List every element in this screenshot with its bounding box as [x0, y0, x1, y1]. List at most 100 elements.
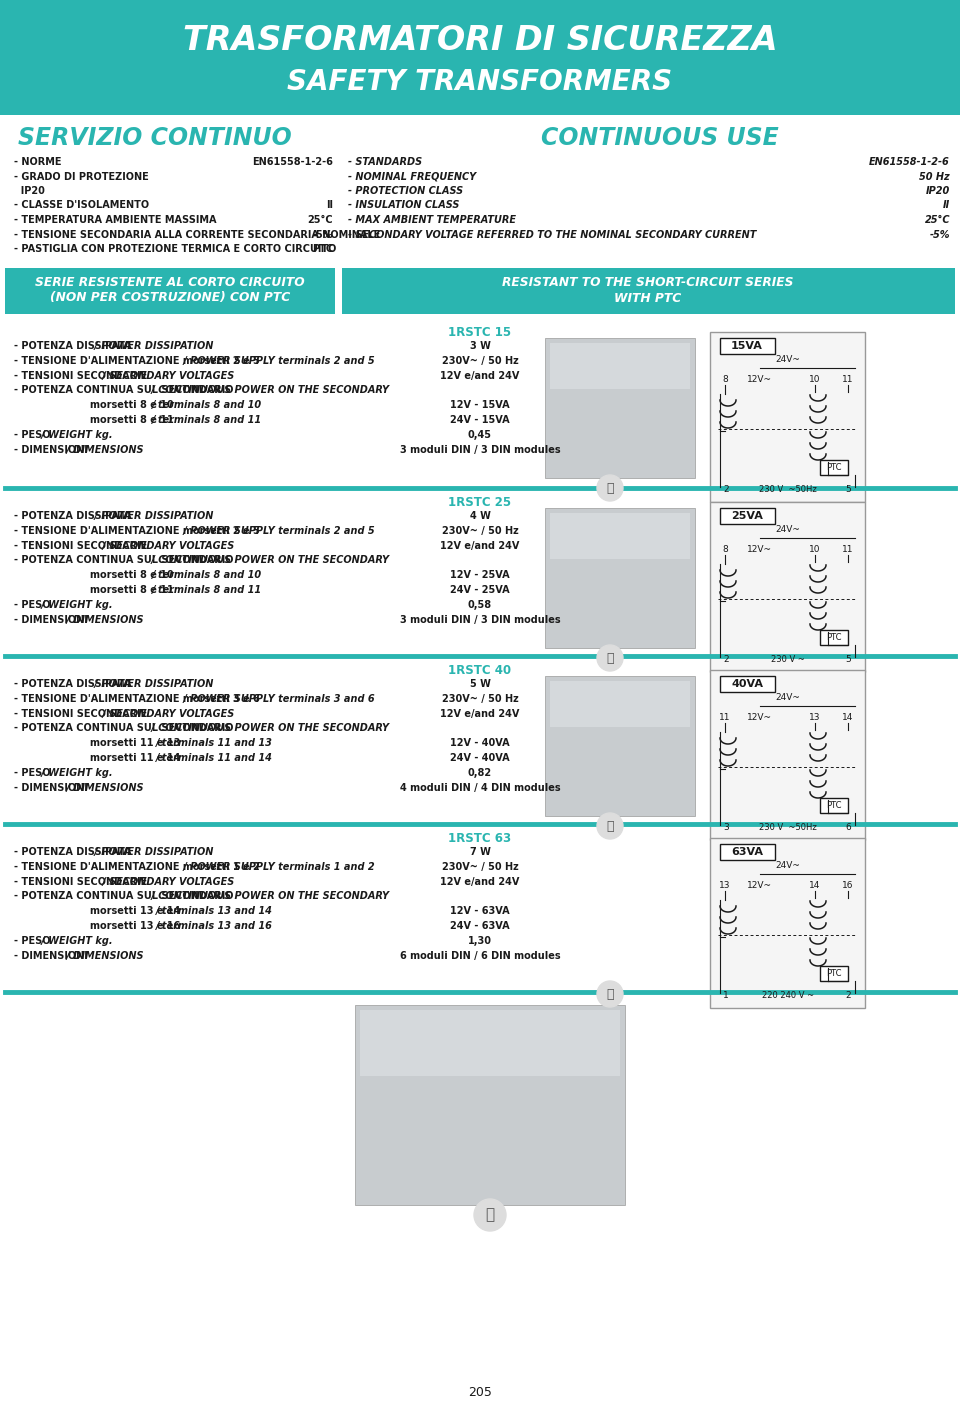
Text: 0,58: 0,58 [468, 600, 492, 610]
Text: SERIE RESISTENTE AL CORTO CIRCUITO: SERIE RESISTENTE AL CORTO CIRCUITO [36, 276, 305, 289]
Text: 14: 14 [809, 882, 821, 890]
Text: II: II [326, 200, 333, 210]
Bar [545, 509, 695, 648]
Bar [360, 1010, 620, 1076]
Text: 24V - 15VA: 24V - 15VA [450, 416, 510, 426]
Text: - TENSIONI SECONDARIE: - TENSIONI SECONDARIE [14, 709, 147, 719]
Bar [720, 844, 775, 859]
Bar [820, 459, 848, 475]
Text: 205: 205 [468, 1386, 492, 1399]
Text: 5: 5 [845, 655, 851, 665]
Text: - TENSIONE D'ALIMENTAZIONE morsetti 3 e 6: - TENSIONE D'ALIMENTAZIONE morsetti 3 e … [14, 693, 260, 704]
Text: 24V - 25VA: 24V - 25VA [450, 585, 510, 595]
Text: - DIMENSIONI: - DIMENSIONI [14, 445, 87, 455]
Text: EN61558-1-2-6: EN61558-1-2-6 [869, 156, 950, 168]
Text: SERVIZIO CONTINUO: SERVIZIO CONTINUO [18, 125, 292, 149]
Bar [720, 509, 775, 524]
Text: / CONTINUOUS POWER ON THE SECONDARY: / CONTINUOUS POWER ON THE SECONDARY [148, 892, 389, 902]
Text: 3: 3 [723, 823, 729, 833]
Bar [545, 338, 695, 478]
Text: 63VA: 63VA [731, 847, 763, 857]
Text: 12V~: 12V~ [747, 882, 772, 890]
Text: 24V~: 24V~ [776, 355, 801, 365]
Text: PTC: PTC [312, 244, 333, 254]
Text: / POWER DISSIPATION: / POWER DISSIPATION [91, 847, 213, 857]
Bar [710, 333, 865, 502]
Text: / POWER SUPPLY terminals 3 and 6: / POWER SUPPLY terminals 3 and 6 [180, 693, 374, 704]
Circle shape [474, 1199, 506, 1231]
Text: 12V - 15VA: 12V - 15VA [450, 400, 510, 410]
Text: EN61558-1-2-6: EN61558-1-2-6 [252, 156, 333, 168]
Bar [720, 676, 775, 692]
Text: 14: 14 [842, 713, 853, 723]
Text: IP20: IP20 [14, 186, 45, 196]
Text: - TENSIONE D'ALIMENTAZIONE morsetti 1 e 2: - TENSIONE D'ALIMENTAZIONE morsetti 1 e … [14, 862, 260, 872]
Text: 40VA: 40VA [731, 679, 763, 689]
Text: / WEIGHT kg.: / WEIGHT kg. [38, 936, 113, 945]
Text: morsetti 11 e 14: morsetti 11 e 14 [90, 752, 180, 764]
Text: / POWER SUPPLY terminals 2 and 5: / POWER SUPPLY terminals 2 and 5 [180, 356, 374, 366]
Text: - STANDARDS: - STANDARDS [348, 156, 422, 168]
Text: - PESO: - PESO [14, 936, 51, 945]
Text: / POWER SUPPLY terminals 2 and 5: / POWER SUPPLY terminals 2 and 5 [180, 526, 374, 535]
Text: 12V~: 12V~ [747, 376, 772, 385]
Text: PTC: PTC [827, 462, 842, 472]
Text: PTC: PTC [827, 633, 842, 641]
Text: - NORME: - NORME [14, 156, 61, 168]
Bar [550, 681, 690, 727]
Text: 5 W: 5 W [469, 679, 491, 689]
Text: - POTENZA DISSIPATA: - POTENZA DISSIPATA [14, 511, 132, 521]
Text: 1RSTC 15: 1RSTC 15 [448, 327, 512, 340]
Bar [710, 502, 865, 672]
Text: - POTENZA CONTINUA SUL SECONDARIO: - POTENZA CONTINUA SUL SECONDARIO [14, 555, 233, 565]
Text: 8: 8 [722, 545, 728, 555]
Text: 12V e/and 24V: 12V e/and 24V [441, 541, 519, 551]
Text: / SECONDARY VOLTAGES: / SECONDARY VOLTAGES [99, 709, 234, 719]
Text: 7 W: 7 W [469, 847, 491, 857]
Bar [342, 268, 955, 314]
Text: morsetti 8 e 11: morsetti 8 e 11 [90, 416, 174, 426]
Text: 0,82: 0,82 [468, 768, 492, 778]
Text: / terminals 8 and 10: / terminals 8 and 10 [152, 571, 262, 581]
Text: 11: 11 [719, 713, 731, 723]
Text: Ⓞ: Ⓞ [607, 482, 613, 495]
Text: / DIMENSIONS: / DIMENSIONS [62, 782, 143, 793]
Bar [720, 338, 775, 354]
Text: 24V~: 24V~ [776, 861, 801, 871]
Text: / SECONDARY VOLTAGES: / SECONDARY VOLTAGES [99, 371, 234, 380]
Text: 12V - 63VA: 12V - 63VA [450, 906, 510, 916]
Circle shape [597, 813, 623, 838]
Text: WITH PTC: WITH PTC [614, 292, 682, 304]
Text: - PESO: - PESO [14, 768, 51, 778]
Text: 10: 10 [809, 376, 821, 385]
Text: 1: 1 [723, 992, 729, 1000]
Text: - PROTECTION CLASS: - PROTECTION CLASS [348, 186, 463, 196]
Text: / WEIGHT kg.: / WEIGHT kg. [38, 768, 113, 778]
Text: 11: 11 [842, 545, 853, 555]
Text: 3 moduli DIN / 3 DIN modules: 3 moduli DIN / 3 DIN modules [399, 445, 561, 455]
Text: Ⓞ: Ⓞ [607, 988, 613, 1000]
Text: 0,45: 0,45 [468, 430, 492, 440]
Text: 4 moduli DIN / 4 DIN modules: 4 moduli DIN / 4 DIN modules [399, 782, 561, 793]
Text: Ⓞ: Ⓞ [607, 820, 613, 833]
Text: PTC: PTC [827, 968, 842, 978]
Text: / terminals 8 and 11: / terminals 8 and 11 [152, 416, 262, 426]
Text: 230V~ / 50 Hz: 230V~ / 50 Hz [442, 356, 518, 366]
Text: 25°C: 25°C [307, 216, 333, 225]
Text: / terminals 13 and 14: / terminals 13 and 14 [156, 906, 273, 916]
Text: 10: 10 [809, 545, 821, 555]
Text: / DIMENSIONS: / DIMENSIONS [62, 614, 143, 624]
Text: / CONTINUOUS POWER ON THE SECONDARY: / CONTINUOUS POWER ON THE SECONDARY [148, 555, 389, 565]
Text: Ⓞ: Ⓞ [486, 1208, 494, 1223]
Text: 25°C: 25°C [924, 216, 950, 225]
Text: - DIMENSIONI: - DIMENSIONI [14, 614, 87, 624]
Text: / POWER SUPPLY terminals 1 and 2: / POWER SUPPLY terminals 1 and 2 [180, 862, 374, 872]
Text: 12V~: 12V~ [747, 545, 772, 555]
Bar [550, 513, 690, 559]
Text: -5%: -5% [929, 230, 950, 240]
Text: - POTENZA DISSIPATA: - POTENZA DISSIPATA [14, 341, 132, 351]
Text: morsetti 8 e 10: morsetti 8 e 10 [90, 571, 174, 581]
Text: 24V - 40VA: 24V - 40VA [450, 752, 510, 764]
Text: 1RSTC 40: 1RSTC 40 [448, 665, 512, 678]
Bar [710, 671, 865, 840]
